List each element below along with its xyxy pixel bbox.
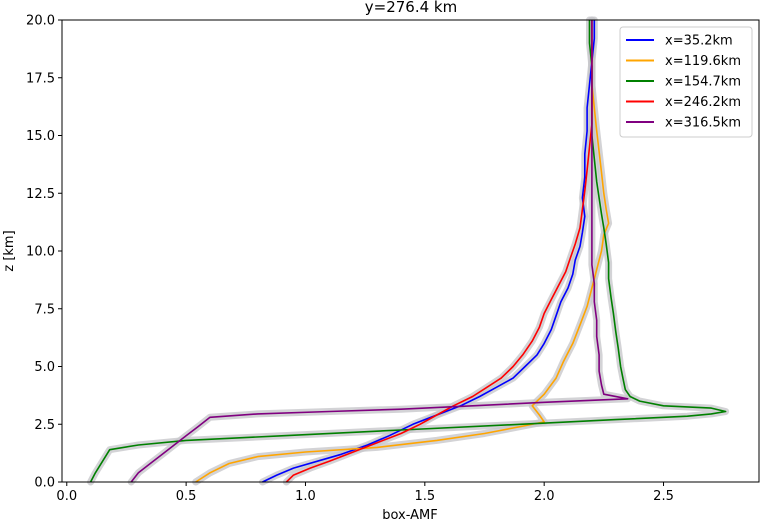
- y-axis-label: z [km]: [2, 230, 17, 271]
- y-tick-label: 2.5: [34, 418, 55, 433]
- uncertainty-band-5: [127, 16, 632, 486]
- y-tick-label: 20.0: [26, 14, 55, 29]
- y-axis-ticks: 0.0 2.5 5.0 7.5 10.0 12.5 15.0 17.5 20.0: [26, 14, 62, 491]
- y-tick-label: 5.0: [34, 360, 55, 375]
- y-tick-label: 17.5: [26, 71, 55, 86]
- legend-box: [619, 26, 753, 138]
- x-tick-label: 1.5: [414, 489, 435, 504]
- series-line-2: [195, 20, 610, 483]
- legend-label: x=35.2km: [665, 34, 733, 49]
- x-tick-label: 1.0: [295, 489, 316, 504]
- legend: x=35.2km x=119.6km x=154.7km x=246.2km x=316…: [619, 26, 753, 138]
- x-axis-ticks: 0.0 0.5 1.0 1.5 2.0 2.5: [56, 482, 674, 504]
- series-line-4: [285, 20, 593, 483]
- chart-title: y=276.4 km: [365, 0, 457, 16]
- series-lines: [89, 20, 727, 483]
- y-tick-label: 7.5: [34, 302, 55, 317]
- x-axis-label: box-AMF: [382, 508, 438, 522]
- y-tick-label: 12.5: [26, 187, 55, 202]
- x-tick-label: 2.0: [534, 489, 555, 504]
- series-line-3: [89, 20, 727, 483]
- legend-label: x=246.2km: [665, 95, 741, 110]
- y-tick-label: 0.0: [34, 476, 55, 491]
- x-tick-label: 0.5: [176, 489, 197, 504]
- y-tick-label: 15.0: [26, 129, 55, 144]
- x-tick-label: 2.5: [653, 489, 674, 504]
- legend-label: x=119.6km: [665, 54, 741, 69]
- series-line-1: [262, 20, 596, 483]
- legend-label: x=154.7km: [665, 75, 741, 90]
- legend-label: x=316.5km: [665, 116, 741, 131]
- x-tick-label: 0.0: [56, 489, 77, 504]
- series-line-5: [130, 20, 629, 483]
- y-tick-label: 10.0: [26, 245, 55, 260]
